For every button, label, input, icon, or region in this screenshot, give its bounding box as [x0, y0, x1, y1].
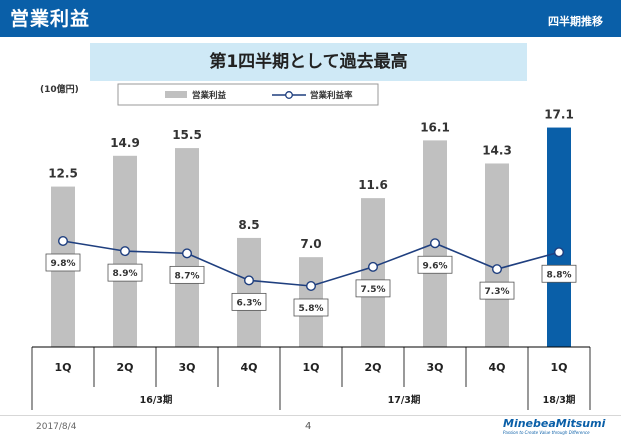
page-subtitle: 四半期推移	[548, 15, 603, 28]
category-label-3: 3Q	[178, 361, 195, 374]
category-label-8: 4Q	[488, 361, 505, 374]
bar-value-labels: 12.5 14.9 15.5 8.5 7.0 11.6 16.1 14.3 17.1	[48, 108, 574, 252]
line-label-box-8	[479, 281, 515, 300]
group-label-2: 17/3期	[388, 394, 421, 406]
category-label-5: 1Q	[302, 361, 319, 374]
bar-value-label-8: 14.3	[482, 143, 512, 157]
line-label-5: 5.8%	[299, 304, 324, 314]
line-label-box-9	[541, 264, 577, 283]
legend: 営業利益 営業利益率	[117, 83, 379, 106]
legend-box	[117, 83, 379, 106]
line-point-7	[430, 238, 441, 249]
headline-text: 第1四半期として過去最高	[209, 52, 408, 72]
line-label-2: 8.9%	[113, 269, 138, 279]
line-label-box-7	[417, 255, 453, 274]
bar-value-label-4: 8.5	[238, 218, 259, 232]
legend-line-marker	[285, 91, 293, 99]
line-label-3: 8.7%	[175, 271, 200, 281]
line-point-1	[58, 235, 69, 246]
category-label-1: 1Q	[54, 361, 71, 374]
line-label-box-5	[293, 298, 329, 317]
line-label-7: 9.6%	[423, 261, 448, 271]
category-label-6: 2Q	[364, 361, 381, 374]
line-point-5	[306, 281, 317, 292]
headline-banner: 第1四半期として過去最高	[90, 43, 527, 81]
category-label-2: 2Q	[116, 361, 133, 374]
category-label-9: 1Q	[550, 361, 567, 374]
line-series: 9.8% 8.9% 8.7% 6.3% 5.8% 7.5% 9.6% 7.3% 8.8%	[45, 235, 577, 317]
bar-value-label-7: 16.1	[420, 120, 450, 134]
company-logo: MinebeaMitsumi	[503, 417, 606, 430]
footer-date: 2017/8/4	[36, 422, 77, 432]
line-label-1: 9.8%	[51, 259, 76, 269]
line-label-box-4	[231, 292, 267, 311]
page-number: 4	[305, 421, 312, 432]
line-point-4	[243, 275, 254, 286]
bar-value-label-2: 14.9	[110, 136, 140, 150]
category-label-7: 3Q	[426, 361, 443, 374]
bar-value-label-6: 11.6	[358, 178, 388, 192]
header-bar: 営業利益 四半期推移	[0, 0, 621, 37]
line-point-3	[181, 248, 192, 259]
line-label-box-1	[45, 253, 81, 272]
category-label-4: 4Q	[240, 361, 257, 374]
company-tagline: Passion to Create Value through Differen…	[503, 430, 590, 435]
bar-3	[175, 148, 199, 347]
bar-8	[485, 163, 509, 347]
bar-4	[237, 237, 261, 347]
footer-rule	[0, 415, 621, 416]
bar-value-label-3: 15.5	[172, 128, 202, 142]
bar-6	[361, 198, 385, 347]
legend-line-label: 営業利益率	[310, 90, 353, 101]
bar-value-label-9: 17.1	[544, 108, 574, 122]
line-point-8	[492, 264, 503, 275]
bar-value-label-5: 7.0	[300, 237, 321, 251]
line-label-box-2	[107, 263, 143, 282]
operating-income-chart: (10億円) 営業利益 営業利益率 12.5 14.9 15.5 8.5 7.0 11.6…	[31, 83, 591, 410]
bar-9	[547, 127, 571, 347]
line-point-9	[554, 247, 565, 258]
category-axis: 1Q 2Q 3Q 4Q 1Q 2Q 3Q 4Q 1Q 16/3期 17/3期 18/3期	[31, 346, 591, 410]
line-label-4: 6.3%	[237, 298, 262, 308]
line-point-6	[368, 261, 379, 272]
page-title: 営業利益	[10, 8, 91, 30]
legend-bar-label: 営業利益	[192, 90, 227, 101]
line-label-box-6	[355, 279, 391, 298]
bar-value-label-1: 12.5	[48, 167, 78, 181]
unit-label: (10億円)	[40, 83, 79, 95]
line-label-8: 7.3%	[485, 287, 510, 297]
group-label-3: 18/3期	[543, 394, 576, 406]
line-label-box-3	[169, 265, 205, 284]
group-label-1: 16/3期	[140, 394, 173, 406]
line-label-6: 7.5%	[361, 285, 386, 295]
line-label-9: 8.8%	[547, 270, 572, 280]
legend-bar-swatch	[165, 91, 187, 98]
line-point-2	[119, 246, 130, 257]
